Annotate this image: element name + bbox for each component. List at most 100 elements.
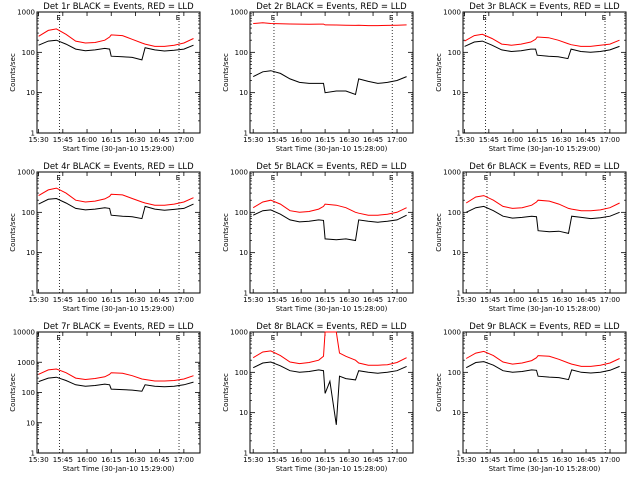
- x-tick-label: 16:45: [150, 136, 170, 144]
- series-line-lld: [252, 331, 407, 366]
- x-tick-label: 15:45: [267, 296, 287, 304]
- y-axis-label: Counts/sec: [9, 373, 17, 412]
- x-tick-label: 17:00: [174, 456, 194, 464]
- y-axis-label: Counts/sec: [222, 213, 230, 252]
- marker-label: E: [484, 174, 488, 182]
- chart-panel-7: Det 7r BLACK = Events, RED = LLD 1 10 100 10…: [0, 320, 213, 480]
- y-tick-label: 100: [448, 209, 461, 217]
- x-tick-label: 16:45: [576, 456, 596, 464]
- chart-panel-1: Det 1r BLACK = Events, RED = LLD 1 10 100 10…: [0, 0, 213, 160]
- y-tick-label: 1000: [443, 329, 461, 337]
- x-tick-label: 16:15: [315, 296, 335, 304]
- plot-frame: [36, 11, 201, 134]
- series-line-lld: [465, 195, 620, 212]
- y-axis-label: Counts/sec: [222, 373, 230, 412]
- y-tick-label: 100: [22, 49, 35, 57]
- x-tick-label: 15:45: [53, 136, 73, 144]
- x-tick-label: 17:00: [387, 296, 407, 304]
- chart-svg: Det 2r BLACK = Events, RED = LLD 1 10 100 10…: [222, 2, 414, 153]
- marker-label: E: [389, 14, 393, 22]
- x-tick-label: 16:30: [125, 296, 145, 304]
- plot-frame: [249, 11, 414, 134]
- y-tick-label: 1000: [443, 9, 461, 17]
- marker-label: E: [176, 14, 180, 22]
- x-tick-label: 16:00: [504, 456, 524, 464]
- x-tick-label: 16:00: [291, 296, 311, 304]
- marker-label: E: [176, 174, 180, 182]
- plot-frame: [462, 171, 627, 294]
- x-tick-label: 16:45: [576, 136, 596, 144]
- series-line-events: [464, 40, 620, 60]
- series-line-lld: [38, 28, 194, 47]
- y-tick-label: 10: [26, 249, 35, 257]
- x-tick-label: 16:30: [552, 296, 572, 304]
- series-line-lld: [253, 22, 407, 27]
- x-axis-label: Start Time (30-Jan-10 15:29:00): [63, 465, 175, 473]
- marker-label: E: [271, 334, 275, 342]
- x-tick-label: 16:30: [125, 456, 145, 464]
- x-tick-label: 15:45: [479, 136, 499, 144]
- chart-svg: Det 6r BLACK = Events, RED = LLD 1 10 100 10…: [435, 162, 627, 313]
- x-tick-label: 15:30: [456, 456, 476, 464]
- x-tick-label: 15:30: [29, 136, 49, 144]
- y-tick-label: 10: [26, 419, 35, 427]
- chart-title: Det 7r BLACK = Events, RED = LLD: [43, 322, 194, 332]
- x-tick-label: 15:45: [480, 296, 500, 304]
- x-tick-label: 16:00: [77, 456, 97, 464]
- x-tick-label: 16:45: [363, 296, 383, 304]
- series-line-events: [38, 197, 194, 220]
- marker-label: E: [56, 174, 60, 182]
- y-tick-label: 10: [452, 249, 461, 257]
- y-tick-label: 100: [235, 209, 248, 217]
- y-tick-label: 1: [244, 130, 248, 138]
- chart-svg: Det 8r BLACK = Events, RED = LLD 1 10 100 10…: [222, 322, 414, 473]
- x-tick-label: 15:30: [29, 296, 49, 304]
- series-line-lld: [464, 33, 620, 47]
- x-tick-label: 16:45: [363, 136, 383, 144]
- y-axis-label: Counts/sec: [435, 213, 443, 252]
- y-axis-label: Counts/sec: [9, 53, 17, 92]
- y-tick-label: 1000: [230, 9, 248, 17]
- y-tick-label: 1000: [17, 9, 35, 17]
- series-line-events: [252, 209, 407, 242]
- x-tick-label: 16:15: [315, 456, 335, 464]
- y-tick-label: 1000: [230, 169, 248, 177]
- x-tick-label: 15:30: [243, 296, 263, 304]
- x-tick-label: 16:30: [551, 136, 571, 144]
- x-tick-label: 17:00: [600, 296, 620, 304]
- y-tick-label: 1: [31, 450, 35, 458]
- series-line-events: [465, 361, 620, 381]
- x-tick-label: 17:00: [600, 136, 620, 144]
- x-tick-label: 16:30: [552, 456, 572, 464]
- x-tick-label: 15:30: [455, 136, 475, 144]
- y-tick-label: 10: [26, 89, 35, 97]
- series-line-events: [252, 361, 407, 425]
- y-tick-label: 10: [452, 409, 461, 417]
- chart-svg: Det 7r BLACK = Events, RED = LLD 1 10 100 10…: [9, 322, 201, 473]
- chart-title: Det 3r BLACK = Events, RED = LLD: [469, 2, 620, 12]
- y-tick-label: 1000: [17, 169, 35, 177]
- x-tick-label: 15:45: [480, 456, 500, 464]
- y-tick-label: 100: [235, 369, 248, 377]
- x-tick-label: 16:30: [339, 456, 359, 464]
- series-line-lld: [252, 199, 407, 216]
- y-tick-label: 100: [448, 369, 461, 377]
- x-tick-label: 17:00: [600, 456, 620, 464]
- x-tick-label: 16:30: [339, 296, 359, 304]
- y-axis-label: Counts/sec: [435, 373, 443, 412]
- x-axis-label: Start Time (30-Jan-10 15:28:00): [276, 305, 388, 313]
- x-tick-label: 15:30: [243, 456, 263, 464]
- x-axis-label: Start Time (30-Jan-10 15:29:00): [489, 145, 601, 153]
- series-line-events: [38, 39, 194, 61]
- chart-title: Det 1r BLACK = Events, RED = LLD: [43, 2, 194, 12]
- x-tick-label: 16:00: [291, 456, 311, 464]
- chart-svg: Det 1r BLACK = Events, RED = LLD 1 10 100 10…: [9, 2, 201, 153]
- marker-label: E: [271, 14, 275, 22]
- chart-svg: Det 3r BLACK = Events, RED = LLD 1 10 100 10…: [435, 2, 627, 153]
- x-tick-label: 16:15: [528, 456, 548, 464]
- y-tick-label: 100: [235, 49, 248, 57]
- y-tick-label: 10: [452, 89, 461, 97]
- chart-panel-3: Det 3r BLACK = Events, RED = LLD 1 10 100 10…: [426, 0, 639, 160]
- chart-svg: Det 5r BLACK = Events, RED = LLD 1 10 100 10…: [222, 162, 414, 313]
- x-tick-label: 17:00: [387, 456, 407, 464]
